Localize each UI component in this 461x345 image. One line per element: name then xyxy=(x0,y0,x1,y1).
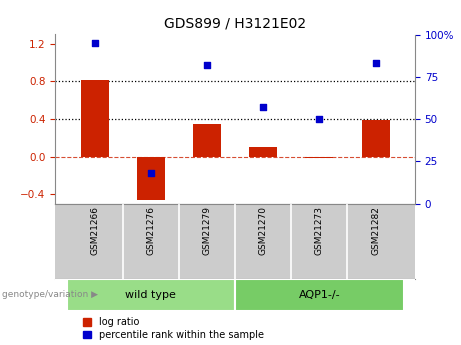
Text: AQP1-/-: AQP1-/- xyxy=(299,290,340,300)
Bar xyxy=(305,157,333,158)
Bar xyxy=(81,80,109,157)
Text: GSM21270: GSM21270 xyxy=(259,206,268,255)
Bar xyxy=(66,279,235,311)
Text: GSM21276: GSM21276 xyxy=(146,206,155,255)
Point xyxy=(260,105,267,110)
Bar xyxy=(235,279,404,311)
Point xyxy=(147,170,154,176)
Bar xyxy=(137,157,165,200)
Bar xyxy=(249,147,277,157)
Text: wild type: wild type xyxy=(125,290,176,300)
Title: GDS899 / H3121E02: GDS899 / H3121E02 xyxy=(164,17,306,31)
Point xyxy=(91,40,98,46)
Bar xyxy=(361,120,390,157)
Bar xyxy=(193,124,221,157)
Point xyxy=(203,62,211,68)
Text: GSM21282: GSM21282 xyxy=(371,206,380,255)
Text: GSM21273: GSM21273 xyxy=(315,206,324,255)
Legend: log ratio, percentile rank within the sample: log ratio, percentile rank within the sa… xyxy=(83,317,264,340)
Point xyxy=(316,116,323,122)
Text: GSM21279: GSM21279 xyxy=(202,206,212,255)
Text: genotype/variation ▶: genotype/variation ▶ xyxy=(2,290,98,299)
Text: GSM21266: GSM21266 xyxy=(90,206,99,255)
Point xyxy=(372,60,379,66)
